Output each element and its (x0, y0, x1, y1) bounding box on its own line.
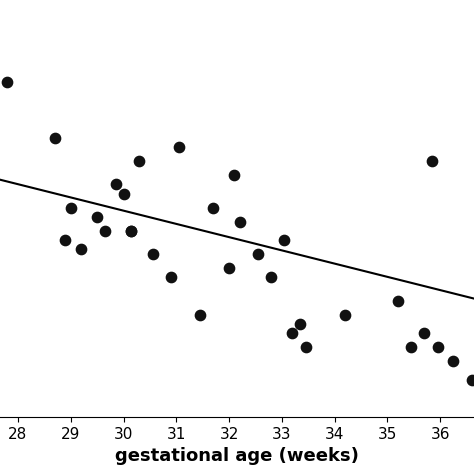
Point (136, 157, 143, 165)
Point (120, 190, 128, 197)
Point (449, 357, 457, 365)
Point (62, 237, 69, 244)
Point (407, 344, 415, 351)
Point (297, 320, 304, 328)
Point (210, 204, 217, 211)
Point (225, 264, 233, 272)
Point (175, 143, 183, 151)
Point (230, 171, 238, 179)
Point (281, 237, 288, 244)
Point (4, 78, 11, 86)
Point (468, 376, 474, 383)
Point (434, 344, 441, 351)
Point (196, 311, 204, 319)
Point (128, 227, 135, 235)
Point (267, 273, 275, 281)
Point (149, 250, 156, 258)
Point (93, 213, 101, 220)
Point (112, 181, 119, 188)
Point (236, 218, 244, 225)
Point (78, 246, 85, 253)
Point (394, 297, 402, 304)
X-axis label: gestational age (weeks): gestational age (weeks) (115, 447, 359, 465)
Point (289, 329, 296, 337)
Point (428, 157, 436, 165)
Point (255, 250, 262, 258)
Point (420, 329, 428, 337)
Point (302, 344, 310, 351)
Point (167, 273, 175, 281)
Point (51, 134, 59, 141)
Point (341, 311, 349, 319)
Point (128, 227, 135, 235)
Point (67, 204, 74, 211)
Point (101, 227, 109, 235)
